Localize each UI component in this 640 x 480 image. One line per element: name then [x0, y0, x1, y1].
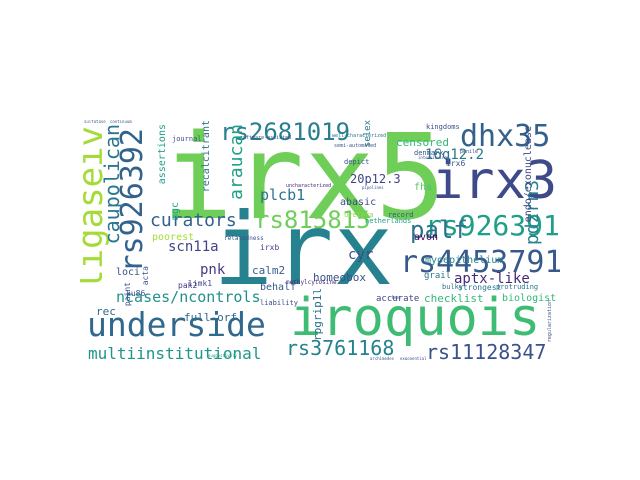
word-pipelines: pipelines	[362, 185, 384, 190]
word-rs4453791: rs4453791	[400, 245, 560, 280]
word-behalf: behalf	[260, 282, 297, 293]
word-irx: irx	[213, 191, 394, 308]
word-pnk: pnk	[200, 262, 226, 278]
word-bulky: bulky	[442, 283, 464, 291]
word-aptx-like: aptx-like	[454, 271, 530, 287]
word-selex: selex	[363, 120, 373, 148]
word-strongest: strongest	[458, 283, 502, 292]
word-irxb: irxb	[260, 243, 280, 252]
word-irx6: irx6	[446, 159, 466, 168]
word-acta: acta	[141, 266, 150, 286]
word-limk1: limk1	[188, 279, 213, 288]
word-ku86: ku86	[126, 289, 146, 298]
word-penile: penile	[460, 149, 479, 155]
word-checklist: checklist	[424, 292, 484, 305]
word-rec: rec	[96, 305, 116, 318]
word-mgc: mgc	[170, 202, 181, 221]
word-continuum: continuum	[110, 120, 132, 124]
word-irx3: irx3	[432, 151, 558, 211]
word-16q12-2: 16q12.2	[425, 147, 485, 163]
word-irx5: irx5	[162, 120, 447, 246]
word-semi-automated: semi-automated	[334, 143, 377, 149]
word-liability: liability	[260, 299, 298, 307]
word-loci: loci	[116, 267, 141, 278]
word-netherlands: netherlands	[365, 217, 412, 225]
word-denmark: denmark	[414, 149, 444, 157]
word-assertions: assertions	[157, 124, 168, 185]
word-relatedness: relatedness	[224, 235, 264, 242]
word-poorest: poorest	[152, 232, 195, 243]
word-regularization: regularization	[547, 300, 553, 343]
word-archimedes: archimedes	[370, 356, 395, 361]
word-avon: avon	[414, 232, 439, 243]
word-underside: underside	[87, 305, 266, 344]
word-paint: paint	[123, 282, 132, 307]
word-caupolican: caupolican	[100, 124, 124, 245]
word-homeobox: homeobox	[313, 271, 366, 284]
word-scn11a: scn11a	[168, 239, 219, 255]
word-rs926391: rs926391	[425, 209, 560, 242]
word-censored: censored	[396, 136, 449, 149]
word-record: record	[388, 211, 414, 219]
word-palf: palf	[410, 216, 468, 244]
word-pak2: pak2	[178, 281, 198, 290]
word-journal: journal	[172, 135, 202, 143]
word-hoc: hoc	[392, 295, 402, 301]
word-software-assisted: software-assisted	[240, 135, 292, 141]
word-iroquois: iroquois	[290, 288, 541, 348]
word-urethra: urethra	[344, 211, 374, 219]
word-curators: curators	[150, 210, 237, 231]
word-protruding: protruding	[496, 283, 539, 291]
word-dhx35: dhx35	[460, 120, 551, 154]
word-cyr: cyr	[348, 247, 374, 263]
word-rs815815: rs815815	[255, 206, 371, 234]
word-rs11128347: rs11128347	[426, 340, 547, 360]
word-well-characterized: well-characterized	[332, 133, 387, 139]
word-depict: depict	[344, 158, 370, 166]
word-20p12-3: 20p12.3	[350, 172, 401, 186]
word-uncharacterized: uncharacterized	[286, 183, 332, 189]
word-interviewing: interviewing	[418, 155, 447, 160]
word-multiinstitutional: multiinstitutional	[88, 344, 262, 361]
word-rpgrip1l: rpgrip1l	[311, 288, 324, 341]
word-accurate: accurate	[376, 294, 420, 304]
word-rs3761168: rs3761168	[286, 336, 395, 360]
word-plcb1: plcb1	[260, 186, 306, 204]
word-endo-exonuclease: endo/exonuclease	[523, 126, 534, 223]
word-sulfatase: sulfatase	[84, 120, 106, 124]
word-kingdoms: kingdoms	[426, 123, 460, 131]
word-rs2681019: rs2681019	[220, 120, 351, 146]
word-suggestively: suggestively	[208, 353, 237, 358]
word-ncases-ncontrols: ncases/ncontrols	[116, 288, 261, 306]
word-exponential: exponential	[400, 356, 427, 361]
word-araucan: araucan	[226, 124, 247, 200]
word-fha: fha	[414, 182, 433, 193]
word-myoepithelium: myoepithelium	[425, 255, 504, 266]
word-abasic: abasic	[340, 197, 377, 208]
word-cloud: irx irx5 iroquois underside irx3 rs92639…	[80, 120, 560, 360]
word-biologist: biologist	[502, 293, 557, 304]
word-grail: grail	[424, 271, 452, 281]
word-recalcitrant: recalcitrant	[201, 120, 212, 193]
word-full-orf: full-orf	[184, 311, 237, 324]
word-methylcytosine: methylcytosine	[286, 279, 337, 286]
word-calm2: calm2	[252, 264, 286, 277]
